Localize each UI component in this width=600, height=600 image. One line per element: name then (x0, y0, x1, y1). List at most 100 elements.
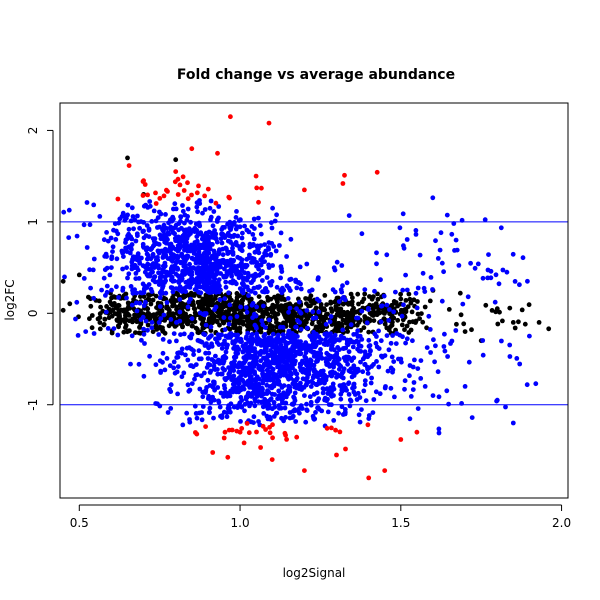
scatter-point (439, 298, 445, 304)
scatter-point (409, 309, 415, 315)
scatter-point (294, 285, 300, 291)
scatter-point (234, 224, 240, 230)
scatter-point (256, 365, 261, 371)
scatter-point (187, 261, 193, 267)
scatter-point (339, 263, 345, 268)
scatter-point (298, 286, 304, 292)
scatter-point (266, 265, 272, 270)
scatter-point (91, 331, 97, 336)
scatter-point (83, 329, 89, 334)
scatter-point (97, 326, 103, 332)
scatter-point (270, 435, 275, 441)
scatter-point (369, 375, 374, 381)
scatter-point (207, 383, 213, 388)
scatter-point (328, 385, 333, 391)
scatter-point (132, 217, 138, 223)
scatter-point (367, 317, 372, 322)
scatter-point (227, 302, 233, 308)
scatter-point (359, 299, 365, 305)
scatter-point (205, 294, 211, 299)
scatter-point (339, 404, 345, 410)
scatter-point (130, 256, 135, 262)
scatter-point (427, 298, 433, 304)
scatter-point (220, 252, 226, 258)
scatter-point (120, 210, 126, 216)
scatter-point (314, 382, 320, 388)
scatter-point (323, 359, 329, 365)
scatter-point (454, 247, 460, 253)
scatter-point (202, 343, 208, 348)
scatter-point (244, 394, 250, 400)
scatter-point (206, 361, 211, 367)
scatter-point (393, 341, 399, 346)
scatter-point (226, 321, 232, 327)
scatter-point (133, 238, 139, 244)
scatter-point (230, 389, 236, 395)
scatter-point (116, 295, 121, 300)
scatter-point (129, 302, 135, 308)
scatter-point (223, 349, 229, 355)
scatter-point (284, 394, 289, 400)
scatter-point (361, 388, 367, 394)
points-not-significant (60, 155, 552, 344)
scatter-point (258, 231, 264, 237)
scatter-point (309, 287, 315, 293)
scatter-point (128, 234, 134, 240)
scatter-point (389, 354, 395, 360)
scatter-point (108, 235, 114, 241)
scatter-point (157, 196, 163, 201)
scatter-point (263, 325, 268, 330)
scatter-point (220, 225, 226, 230)
scatter-point (398, 296, 404, 302)
scatter-point (436, 426, 442, 432)
scatter-point (163, 232, 169, 238)
points-significant (61, 195, 539, 436)
scatter-point (466, 359, 472, 365)
scatter-point (288, 356, 294, 362)
scatter-point (348, 315, 354, 320)
scatter-point (362, 291, 368, 297)
scatter-point (144, 245, 150, 251)
scatter-point (173, 169, 179, 175)
scatter-point (131, 226, 137, 232)
scatter-point (279, 353, 284, 359)
scatter-point (469, 415, 475, 420)
scatter-point (408, 394, 414, 399)
scatter-point (272, 404, 278, 410)
scatter-point (178, 332, 183, 337)
scatter-point (174, 307, 179, 312)
scatter-point (187, 419, 193, 425)
scatter-point (168, 382, 174, 388)
scatter-point (122, 308, 128, 313)
scatter-point (202, 300, 208, 306)
scatter-point (174, 265, 180, 271)
scatter-point (426, 313, 432, 319)
scatter-point (104, 283, 110, 289)
scatter-point (338, 363, 344, 369)
scatter-point (221, 367, 227, 373)
scatter-point (87, 316, 92, 322)
scatter-point (520, 255, 526, 261)
scatter-point (175, 391, 181, 397)
scatter-point (314, 331, 319, 337)
scatter-point (270, 331, 276, 337)
scatter-point (375, 296, 381, 302)
scatter-point (190, 323, 195, 329)
scatter-point (305, 379, 311, 385)
scatter-point (121, 329, 127, 335)
scatter-point (239, 247, 244, 253)
scatter-point (304, 261, 310, 267)
scatter-point (198, 284, 203, 290)
scatter-point (345, 329, 350, 334)
scatter-point (399, 322, 405, 328)
scatter-point (446, 401, 451, 407)
chart-title: Fold change vs average abundance (177, 67, 455, 83)
scatter-point (199, 373, 204, 379)
scatter-point (433, 343, 438, 349)
scatter-point (415, 406, 421, 411)
scatter-point (145, 327, 150, 333)
scatter-point (442, 348, 448, 354)
scatter-point (270, 205, 275, 211)
scatter-point (104, 230, 109, 235)
scatter-point (206, 350, 212, 356)
